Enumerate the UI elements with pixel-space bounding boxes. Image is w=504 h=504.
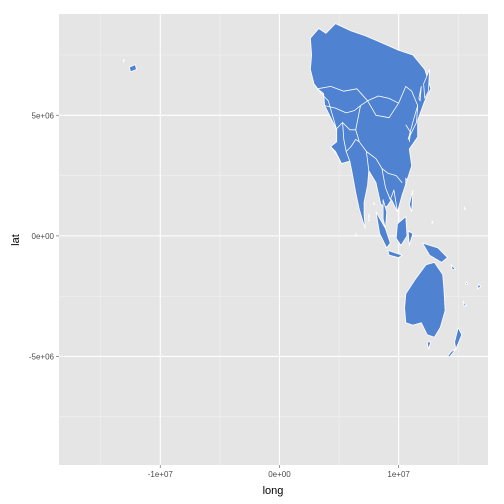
region-sumatra bbox=[375, 211, 391, 249]
region-new-zealand-south bbox=[447, 348, 457, 357]
border-india-east-border bbox=[366, 151, 377, 184]
region-sakhalin bbox=[418, 86, 422, 102]
region-taiwan bbox=[405, 177, 408, 186]
y-axis-title: lat bbox=[10, 234, 22, 246]
region-new-caledonia bbox=[462, 300, 467, 307]
region-small-pacific-islet bbox=[122, 59, 125, 63]
x-tick-label: 1e+07 bbox=[387, 470, 410, 479]
region-new-guinea bbox=[422, 242, 448, 263]
region-sulawesi bbox=[407, 230, 414, 246]
region-kamchatka bbox=[423, 69, 431, 99]
border-turkey-border bbox=[313, 83, 338, 130]
region-fiji bbox=[476, 283, 482, 290]
border-stans-border bbox=[335, 122, 356, 131]
region-borneo bbox=[395, 216, 408, 246]
region-maldives bbox=[355, 233, 358, 237]
region-solomon-islands bbox=[450, 264, 457, 271]
y-tick-label: 0e+00 bbox=[32, 232, 55, 241]
x-tick-label: 0e+00 bbox=[268, 470, 291, 479]
region-micronesia-islet bbox=[431, 220, 434, 225]
region-hawaii bbox=[128, 64, 137, 73]
x-axis: -1e+07 0e+00 1e+07 bbox=[148, 465, 410, 479]
border-indochina-border bbox=[381, 168, 398, 212]
border-china-west-south-border bbox=[355, 105, 403, 184]
region-japan bbox=[407, 105, 419, 140]
region-australia bbox=[404, 261, 446, 338]
x-axis-title: long bbox=[263, 485, 284, 497]
region-tasmania bbox=[426, 341, 432, 350]
border-mongolia-south-border bbox=[367, 100, 399, 119]
region-java bbox=[387, 249, 403, 259]
border-middle-east-border bbox=[330, 146, 342, 164]
map-regions bbox=[122, 23, 482, 357]
region-marshall-islet bbox=[463, 206, 466, 210]
border-kazakhstan-south-border bbox=[324, 100, 368, 114]
y-tick-label: 5e+06 bbox=[32, 111, 55, 120]
border-pakistan-border bbox=[345, 138, 360, 152]
border-iran-afghan-border bbox=[342, 122, 351, 162]
region-sri-lanka bbox=[368, 213, 371, 222]
border-russia-south-border bbox=[317, 86, 419, 106]
border-korea-border bbox=[405, 124, 411, 142]
x-tick-label: -1e+07 bbox=[148, 470, 174, 479]
map-borders bbox=[313, 83, 419, 212]
region-andaman bbox=[373, 201, 376, 205]
y-tick-label: -5e+06 bbox=[29, 352, 55, 361]
region-philippines bbox=[408, 189, 414, 213]
y-axis: -5e+06 0e+00 5e+06 bbox=[29, 111, 59, 361]
region-vanuatu bbox=[464, 281, 469, 285]
